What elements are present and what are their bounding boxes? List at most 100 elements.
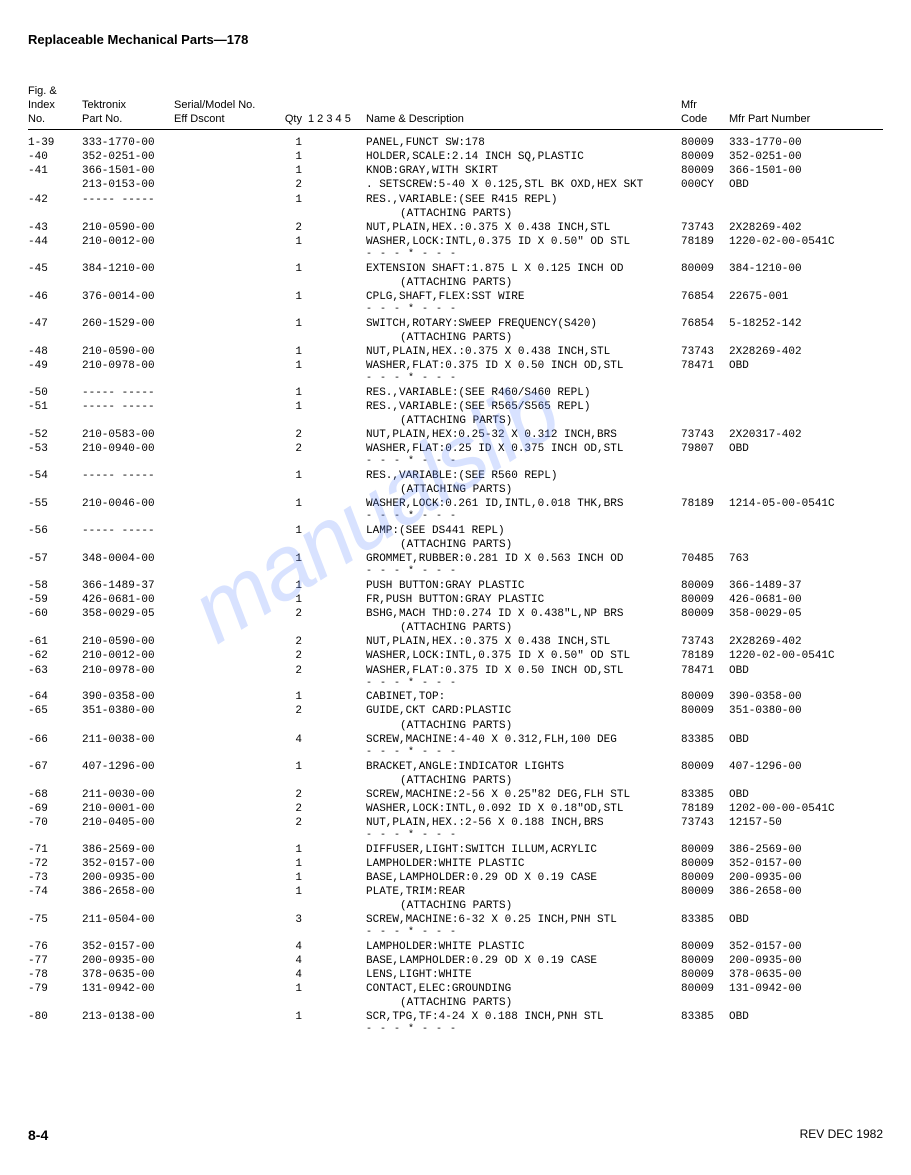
- cell-mfrpart: 390-0358-00: [729, 690, 883, 704]
- separator-row: - - - * - - -: [28, 927, 883, 940]
- cell-mfr: [681, 469, 729, 483]
- cell-qty: 1: [282, 524, 308, 538]
- cell-lvl: [308, 359, 366, 373]
- cell-qty: 4: [282, 940, 308, 954]
- table-row: -78378-0635-004LENS,LIGHT:WHITE80009378-…: [28, 968, 883, 982]
- cell-lvl: [308, 442, 366, 456]
- cell-name: NUT,PLAIN,HEX.:0.375 X 0.438 INCH,STL: [366, 635, 681, 649]
- cell-idx: -61: [28, 635, 82, 649]
- separator-row: - - - * - - -: [28, 511, 883, 524]
- cell-name: WASHER,FLAT:0.25 ID X 0.375 INCH OD,STL: [366, 442, 681, 456]
- table-header-row: Fig. &IndexNo. TektronixPart No. Serial/…: [28, 85, 883, 130]
- cell-name: SCREW,MACHINE:6-32 X 0.25 INCH,PNH STL: [366, 913, 681, 927]
- cell-mfrpart: OBD: [729, 359, 883, 373]
- cell-lvl: [308, 193, 366, 207]
- cell-lvl: [308, 497, 366, 511]
- cell-idx: -50: [28, 386, 82, 400]
- cell-mfrpart: 2X20317-402: [729, 428, 883, 442]
- cell-serial: [174, 400, 282, 414]
- cell-qty: 2: [282, 442, 308, 456]
- cell-qty: 3: [282, 913, 308, 927]
- cell-serial: [174, 552, 282, 566]
- cell-part: 352-0157-00: [82, 857, 174, 871]
- cell-part: 407-1296-00: [82, 760, 174, 774]
- cell-idx: -72: [28, 857, 82, 871]
- cell-serial: [174, 290, 282, 304]
- cell-qty: 1: [282, 164, 308, 178]
- cell-qty: 1: [282, 982, 308, 996]
- cell-idx: -71: [28, 843, 82, 857]
- cell-serial: [174, 635, 282, 649]
- cell-mfrpart: 12157-50: [729, 816, 883, 830]
- cell-qty: 2: [282, 221, 308, 235]
- separator-row: - - - * - - -: [28, 566, 883, 579]
- cell-lvl: [308, 760, 366, 774]
- cell-mfrpart: [729, 386, 883, 400]
- cell-idx: -43: [28, 221, 82, 235]
- cell-name: LAMPHOLDER:WHITE PLASTIC: [366, 940, 681, 954]
- cell-mfrpart: 351-0380-00: [729, 704, 883, 718]
- cell-serial: [174, 704, 282, 718]
- cell-qty: 2: [282, 607, 308, 621]
- table-row: -67407-1296-001BRACKET,ANGLE:INDICATOR L…: [28, 760, 883, 774]
- cell-serial: [174, 386, 282, 400]
- cell-mfrpart: 407-1296-00: [729, 760, 883, 774]
- cell-mfrpart: 384-1210-00: [729, 262, 883, 276]
- cell-lvl: [308, 607, 366, 621]
- cell-qty: 2: [282, 664, 308, 678]
- cell-serial: [174, 885, 282, 899]
- cell-mfr: 80009: [681, 690, 729, 704]
- cell-mfrpart: OBD: [729, 178, 883, 192]
- cell-lvl: [308, 635, 366, 649]
- cell-idx: -49: [28, 359, 82, 373]
- cell-mfrpart: 352-0251-00: [729, 150, 883, 164]
- cell-qty: 1: [282, 469, 308, 483]
- cell-part: 131-0942-00: [82, 982, 174, 996]
- cell-mfr: 80009: [681, 150, 729, 164]
- cell-serial: [174, 193, 282, 207]
- cell-serial: [174, 317, 282, 331]
- cell-serial: [174, 871, 282, 885]
- cell-mfr: 80009: [681, 704, 729, 718]
- cell-part: 390-0358-00: [82, 690, 174, 704]
- cell-qty: 1: [282, 843, 308, 857]
- table-row: -64390-0358-001CABINET,TOP:80009390-0358…: [28, 690, 883, 704]
- cell-idx: -63: [28, 664, 82, 678]
- cell-lvl: [308, 317, 366, 331]
- cell-serial: [174, 607, 282, 621]
- cell-part: 210-0583-00: [82, 428, 174, 442]
- attaching-parts-label: (ATTACHING PARTS): [28, 207, 883, 221]
- cell-lvl: [308, 428, 366, 442]
- cell-qty: 2: [282, 649, 308, 663]
- cell-part: 210-0590-00: [82, 221, 174, 235]
- cell-part: 210-0590-00: [82, 345, 174, 359]
- table-row: -60358-0029-052BSHG,MACH THD:0.274 ID X …: [28, 607, 883, 621]
- cell-mfr: 80009: [681, 579, 729, 593]
- cell-lvl: [308, 552, 366, 566]
- cell-name: RES.,VARIABLE:(SEE R565/S565 REPL): [366, 400, 681, 414]
- cell-serial: [174, 524, 282, 538]
- cell-idx: -59: [28, 593, 82, 607]
- attaching-parts-label: (ATTACHING PARTS): [28, 899, 883, 913]
- cell-idx: -78: [28, 968, 82, 982]
- cell-mfr: 78189: [681, 235, 729, 249]
- cell-name: WASHER,LOCK:INTL,0.375 ID X 0.50" OD STL: [366, 649, 681, 663]
- table-row: -56----- -----1LAMP:(SEE DS441 REPL): [28, 524, 883, 538]
- cell-serial: [174, 221, 282, 235]
- cell-mfrpart: 333-1770-00: [729, 136, 883, 150]
- separator-row: - - - * - - -: [28, 678, 883, 691]
- cell-qty: 1: [282, 235, 308, 249]
- cell-qty: 1: [282, 317, 308, 331]
- cell-idx: -65: [28, 704, 82, 718]
- cell-serial: [174, 579, 282, 593]
- cell-serial: [174, 469, 282, 483]
- cell-lvl: [308, 649, 366, 663]
- cell-idx: -57: [28, 552, 82, 566]
- header-part: TektronixPart No.: [82, 85, 174, 126]
- table-row: -45384-1210-001EXTENSION SHAFT:1.875 L X…: [28, 262, 883, 276]
- header-idx: Fig. &IndexNo.: [28, 85, 82, 126]
- cell-idx: [28, 178, 82, 192]
- cell-qty: 4: [282, 733, 308, 747]
- cell-qty: 1: [282, 262, 308, 276]
- cell-mfrpart: 2X28269-402: [729, 221, 883, 235]
